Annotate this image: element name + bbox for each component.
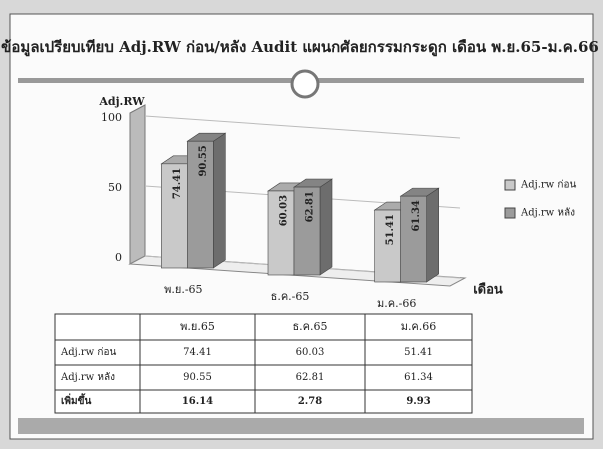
x-tick-label: พ.ย.-65 [164,283,202,296]
bar [374,209,401,283]
table-cell: 51.41 [404,347,433,358]
table-cell: 90.55 [183,372,212,383]
table-header: พ.ย.65 [180,320,215,333]
y-tick-label: 100 [101,111,122,124]
data-label: 74.41 [172,168,183,199]
x-axis-label: เดือน [473,282,503,298]
bar [293,186,321,276]
table-cell: 61.34 [404,372,433,383]
x-tick-label: ม.ค.-66 [377,297,416,310]
row-label: เพิ่มขึ้น [61,393,91,407]
table-cell: 16.14 [182,396,213,407]
bar [161,163,188,269]
y-tick-label: 50 [108,181,122,194]
bar-side [319,178,333,276]
table-cell: 74.41 [183,347,212,358]
table-cell: 62.81 [296,372,325,383]
legend-label: Adj.rw ก่อน [520,180,576,191]
ornament [290,69,320,99]
row-label: Adj.rw หลัง [60,372,115,383]
legend-swatch [504,179,516,191]
table-cell: 60.03 [296,347,325,358]
table-cell: 2.78 [298,396,322,407]
data-label: 60.03 [279,195,290,226]
chart-title: ข้อมูลเปรียบเทียบ Adj.RW ก่อน/หลัง Audit… [1,38,599,57]
table-header: ธ.ค.65 [292,320,327,333]
table-border [54,313,473,414]
table-header: ม.ค.66 [401,320,437,333]
y-axis-label: Adj.RW [98,95,145,108]
y-tick-label: 0 [115,251,122,264]
x-tick-label: ธ.ค.-65 [271,290,310,303]
bar [400,195,427,283]
data-label: 62.81 [305,191,316,222]
bar-side [213,132,226,269]
legend-label: Adj.rw หลัง [520,208,575,219]
bar [267,190,295,276]
row-label: Adj.rw ก่อน [60,347,116,358]
data-label: 90.55 [198,145,209,176]
bar-side [426,187,439,283]
bar [187,140,214,269]
grid-line [144,115,461,139]
legend-swatch [504,207,516,219]
back-wall [129,104,146,265]
bottom-strip [18,418,584,434]
data-label: 51.41 [385,214,396,245]
data-label: 61.34 [411,200,422,231]
table-cell: 9.93 [406,396,430,407]
